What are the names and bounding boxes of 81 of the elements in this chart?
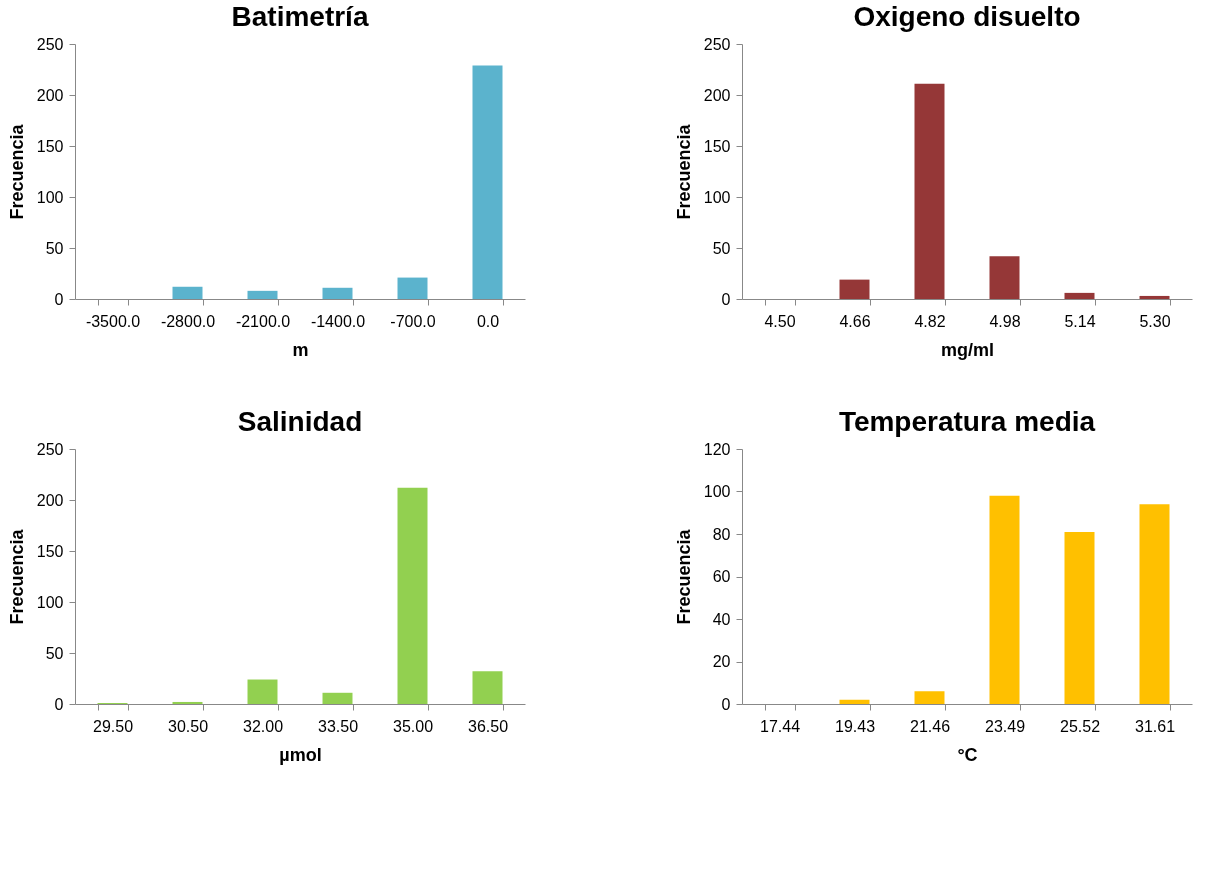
x-tick-label: 33.50 xyxy=(317,717,359,735)
chart-title: Salinidad xyxy=(237,406,363,437)
x-tick-label: 4.98 xyxy=(989,312,1021,330)
x-tick-label: 29.50 xyxy=(92,717,134,735)
x-tick-label: 35.00 xyxy=(392,717,434,735)
x-tick-label: -700.0 xyxy=(390,312,436,330)
x-tick-label: 5.14 xyxy=(1064,312,1096,330)
y-axis-title: Frecuencia xyxy=(6,528,27,625)
bar xyxy=(989,256,1020,299)
bar xyxy=(914,691,945,704)
y-axis-title: Frecuencia xyxy=(673,528,694,625)
y-tick-label: 250 xyxy=(36,35,64,53)
bar xyxy=(172,701,203,704)
bar xyxy=(322,287,353,299)
y-tick-label: 0 xyxy=(54,290,64,308)
y-axis-title: Frecuencia xyxy=(673,123,694,220)
x-tick-label: 32.00 xyxy=(242,717,284,735)
bar xyxy=(839,699,870,704)
y-tick-label: 120 xyxy=(703,440,731,458)
x-tick-label: -1400.0 xyxy=(310,312,366,330)
x-tick-label: 17.44 xyxy=(759,717,801,735)
y-tick-label: 20 xyxy=(712,653,731,670)
chart-title: Oxigeno disuelto xyxy=(853,1,1081,32)
x-tick-label: 21.46 xyxy=(909,717,951,735)
y-tick-label: 100 xyxy=(703,483,731,500)
x-tick-label: 5.30 xyxy=(1139,312,1171,330)
bar xyxy=(247,679,278,704)
bar xyxy=(472,65,503,299)
y-tick-label: 0 xyxy=(721,290,731,308)
y-tick-label: 100 xyxy=(36,188,64,206)
y-tick-label: 50 xyxy=(45,644,64,662)
bar xyxy=(1064,531,1095,704)
x-tick-label: 30.50 xyxy=(167,717,209,735)
y-tick-label: 150 xyxy=(36,137,64,155)
y-tick-label: 0 xyxy=(54,695,64,713)
x-tick-label: 4.66 xyxy=(839,312,871,330)
bar xyxy=(472,671,503,704)
x-axis-title: m xyxy=(292,339,309,360)
bar xyxy=(989,495,1020,704)
y-tick-label: 150 xyxy=(703,137,731,155)
bar xyxy=(914,83,945,299)
y-axis-title: Frecuencia xyxy=(6,123,27,220)
y-tick-label: 50 xyxy=(712,239,731,257)
bar xyxy=(1139,504,1170,704)
x-tick-label: 36.50 xyxy=(467,717,509,735)
x-tick-label: 4.82 xyxy=(914,312,946,330)
y-tick-label: 60 xyxy=(712,568,731,585)
y-tick-label: 200 xyxy=(36,86,64,104)
chart-title: Batimetría xyxy=(231,1,369,32)
x-tick-label: -2800.0 xyxy=(160,312,216,330)
x-tick-label: 4.50 xyxy=(764,312,796,330)
y-tick-label: 100 xyxy=(703,188,731,206)
x-tick-label: 25.52 xyxy=(1059,717,1101,735)
bar xyxy=(1139,295,1170,299)
y-tick-label: 150 xyxy=(36,542,64,560)
y-tick-label: 250 xyxy=(703,35,731,53)
x-axis-title: µmol xyxy=(279,744,322,765)
x-tick-label: 31.61 xyxy=(1134,717,1176,735)
x-tick-label: -2100.0 xyxy=(235,312,291,330)
y-tick-label: 0 xyxy=(721,695,731,713)
bar xyxy=(839,279,870,299)
x-axis-title: °C xyxy=(957,744,978,765)
bar xyxy=(322,692,353,704)
x-tick-label: 19.43 xyxy=(834,717,876,735)
y-tick-label: 80 xyxy=(712,525,731,543)
bar xyxy=(172,286,203,299)
y-tick-label: 100 xyxy=(36,593,64,611)
y-tick-label: 250 xyxy=(36,440,64,458)
y-tick-label: 50 xyxy=(45,239,64,257)
x-tick-label: 23.49 xyxy=(984,717,1026,735)
x-axis-title: mg/ml xyxy=(940,339,995,360)
chart-title: Temperatura media xyxy=(838,406,1096,437)
y-tick-label: 200 xyxy=(36,491,64,509)
bar xyxy=(1064,292,1095,299)
bar xyxy=(397,487,428,704)
bar xyxy=(397,277,428,299)
y-tick-label: 40 xyxy=(712,610,731,628)
x-tick-label: 0.0 xyxy=(476,312,500,330)
x-tick-label: -3500.0 xyxy=(85,312,141,330)
bar xyxy=(247,290,278,299)
y-tick-label: 200 xyxy=(703,86,731,104)
